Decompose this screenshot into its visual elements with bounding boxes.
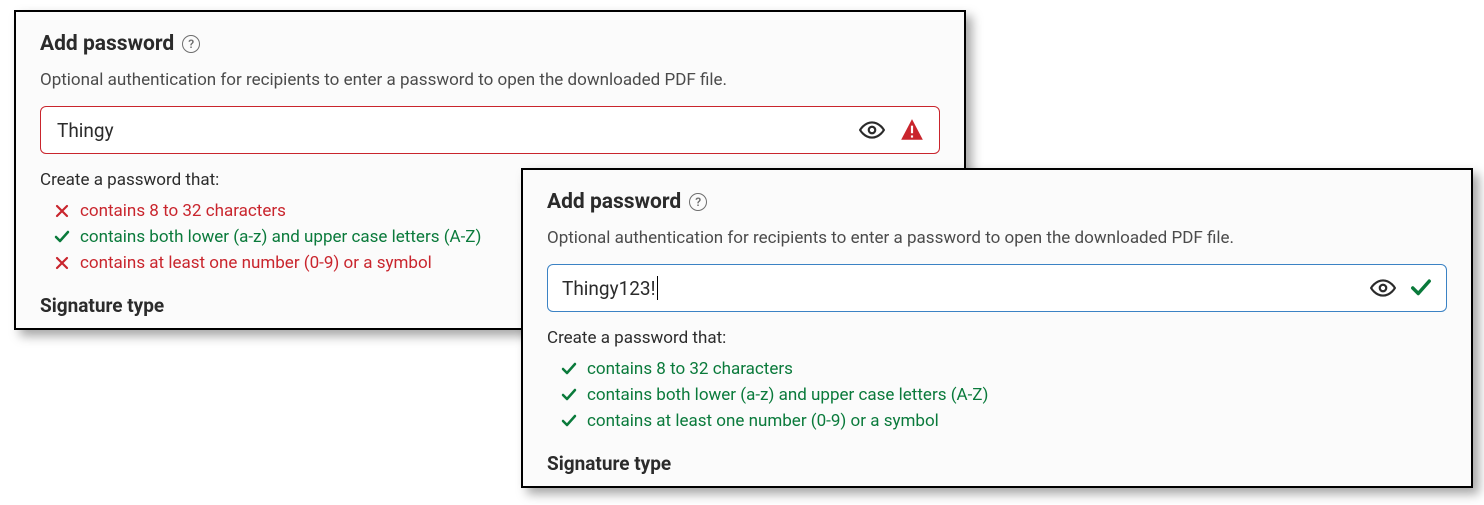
check-icon <box>54 230 70 244</box>
panel-description: Optional authentication for recipients t… <box>40 70 940 90</box>
rules-list: contains 8 to 32 characters contains bot… <box>547 356 1447 434</box>
signature-type-heading: Signature type <box>547 452 1447 475</box>
help-icon[interactable]: ? <box>689 193 707 211</box>
rule-label: contains 8 to 32 characters <box>587 359 793 379</box>
rule-label: contains both lower (a-z) and upper case… <box>80 227 481 247</box>
check-icon <box>561 388 577 402</box>
help-icon[interactable]: ? <box>182 35 200 53</box>
cross-icon <box>54 256 70 270</box>
input-icons <box>1370 275 1432 301</box>
password-input[interactable] <box>55 118 859 143</box>
rule-label: contains at least one number (0-9) or a … <box>80 253 432 273</box>
show-password-icon[interactable] <box>859 117 885 143</box>
password-input-wrap: Thingy123! <box>547 264 1447 312</box>
panel-title: Add password <box>40 32 174 56</box>
rule-label: contains 8 to 32 characters <box>80 201 286 221</box>
input-icons <box>859 117 925 143</box>
rules-title: Create a password that: <box>547 328 1447 348</box>
add-password-panel-valid: Add password ? Optional authentication f… <box>521 168 1473 488</box>
panel-description: Optional authentication for recipients t… <box>547 228 1447 248</box>
checkmark-icon <box>1410 277 1432 299</box>
rule-item: contains both lower (a-z) and upper case… <box>547 382 1447 408</box>
password-input-wrap <box>40 106 940 154</box>
text-caret <box>657 276 658 300</box>
password-display[interactable]: Thingy123! <box>562 276 1370 300</box>
check-icon <box>561 362 577 376</box>
rule-label: contains both lower (a-z) and upper case… <box>587 385 988 405</box>
rule-label: contains at least one number (0-9) or a … <box>587 411 939 431</box>
show-password-icon[interactable] <box>1370 275 1396 301</box>
rule-item: contains at least one number (0-9) or a … <box>547 408 1447 434</box>
title-row: Add password ? <box>40 32 940 56</box>
check-icon <box>561 414 577 428</box>
password-value-text: Thingy123! <box>562 277 656 300</box>
alert-icon <box>899 117 925 143</box>
rule-item: contains 8 to 32 characters <box>547 356 1447 382</box>
cross-icon <box>54 204 70 218</box>
title-row: Add password ? <box>547 190 1447 214</box>
panel-title: Add password <box>547 190 681 214</box>
